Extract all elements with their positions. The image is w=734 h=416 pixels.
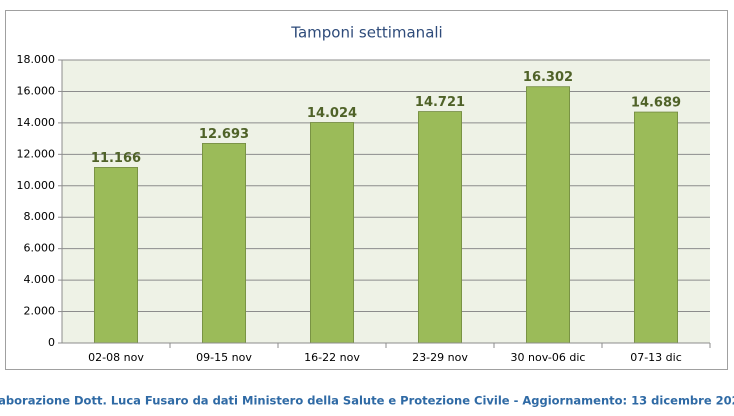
bar	[634, 111, 679, 344]
x-tick-label: 09-15 nov	[196, 351, 252, 364]
y-tick-label: 10.000	[17, 179, 56, 192]
y-tick-label: 0	[48, 336, 55, 349]
value-label: 12.693	[199, 127, 249, 142]
y-tick-label: 18.000	[17, 53, 56, 66]
bar	[201, 143, 246, 344]
x-tick-label: 23-29 nov	[412, 351, 468, 364]
bar	[526, 86, 571, 344]
value-label: 16.302	[523, 70, 573, 85]
y-tick-label: 4.000	[24, 273, 56, 286]
y-tick-label: 16.000	[17, 84, 56, 97]
value-label: 14.721	[415, 95, 465, 110]
x-tick-label: 02-08 nov	[88, 351, 144, 364]
chart-title: Tamponi settimanali	[290, 24, 442, 42]
x-tick-label: 16-22 nov	[304, 351, 360, 364]
y-tick-label: 8.000	[24, 210, 56, 223]
bar	[417, 111, 462, 344]
value-label: 14.689	[631, 96, 681, 111]
y-tick-label: 14.000	[17, 116, 56, 129]
x-tick-label: 30 nov-06 dic	[511, 351, 586, 364]
y-tick-label: 12.000	[17, 147, 56, 160]
value-label: 14.024	[307, 106, 357, 121]
y-tick-label: 6.000	[24, 242, 56, 255]
bar	[94, 167, 139, 344]
bar	[309, 122, 354, 344]
plot-area	[62, 60, 710, 343]
x-tick-label: 07-13 dic	[630, 351, 682, 364]
value-label: 11.166	[91, 151, 141, 166]
y-tick-label: 2.000	[24, 305, 56, 318]
source-note: Elaborazione Dott. Luca Fusaro da dati M…	[0, 394, 734, 408]
